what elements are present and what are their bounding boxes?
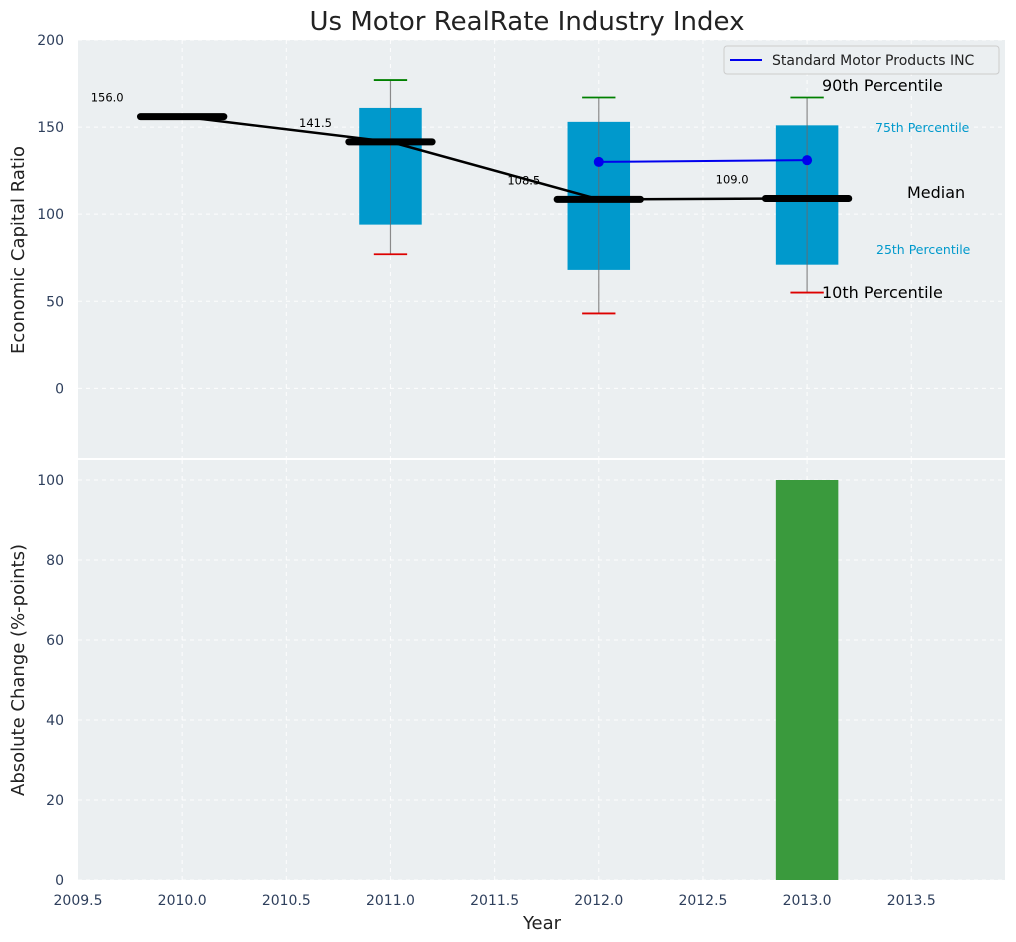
top-y-tick-label: 150 — [37, 120, 64, 136]
median-value-label-2013: 109.0 — [716, 172, 749, 186]
x-tick-label: 2010.0 — [158, 893, 207, 909]
series-line-standard-motor — [598, 159, 808, 163]
x-tick-label: 2013.0 — [783, 893, 832, 909]
median-trend-line — [182, 115, 808, 201]
p90-annotation: 90th Percentile — [822, 76, 943, 95]
median-value-label-2011: 141.5 — [299, 116, 332, 130]
bottom-y-tick-label: 0 — [55, 873, 64, 889]
x-tick-label: 2012.0 — [574, 893, 623, 909]
x-tick-label: 2009.5 — [54, 893, 103, 909]
x-tick-label: 2010.5 — [262, 893, 311, 909]
x-tick-label: 2011.0 — [366, 893, 415, 909]
bottom-plot-background — [78, 460, 1005, 880]
top-plot-background — [78, 40, 1005, 458]
median-annotation: Median — [907, 183, 965, 202]
bottom-y-tick-label: 20 — [46, 793, 64, 809]
x-tick-label: 2012.5 — [678, 893, 727, 909]
legend-frame — [723, 45, 1000, 75]
top-y-tick-label: 200 — [37, 33, 64, 49]
bottom-y-tick-label: 100 — [37, 473, 64, 489]
bottom-y-tick-label: 40 — [46, 713, 64, 729]
x-axis-label: Year — [522, 913, 562, 934]
top-y-tick-label: 50 — [46, 294, 64, 310]
legend: Standard Motor Products INC — [723, 45, 1000, 75]
series-point-standard-motor — [802, 155, 813, 166]
p75-annotation: 75th Percentile — [875, 120, 970, 135]
series-point-standard-motor — [593, 156, 604, 167]
top-y-tick-label: 100 — [37, 207, 64, 223]
bottom-y-tick-label: 80 — [46, 553, 64, 569]
chart-title: Us Motor RealRate Industry Index — [310, 7, 745, 37]
bottom-y-axis-label: Absolute Change (%-points) — [8, 544, 29, 796]
top-y-axis-label: Economic Capital Ratio — [8, 146, 29, 354]
x-tick-label: 2011.5 — [470, 893, 519, 909]
median-value-label-2012: 108.5 — [507, 173, 540, 187]
chart-marks: 0 50 100 150 200 0 20 40 60 80 100 2009.5 2010.0 2010… — [37, 33, 935, 909]
median-value-label-2010: 156.0 — [91, 91, 124, 105]
bar-2013 — [775, 480, 839, 880]
x-tick-label: 2013.5 — [887, 893, 936, 909]
p10-annotation: 10th Percentile — [822, 283, 943, 302]
top-y-tick-label: 0 — [55, 381, 64, 397]
p25-annotation: 25th Percentile — [876, 242, 971, 257]
legend-label-standard-motor: Standard Motor Products INC — [772, 53, 975, 69]
bottom-y-tick-label: 60 — [46, 633, 64, 649]
